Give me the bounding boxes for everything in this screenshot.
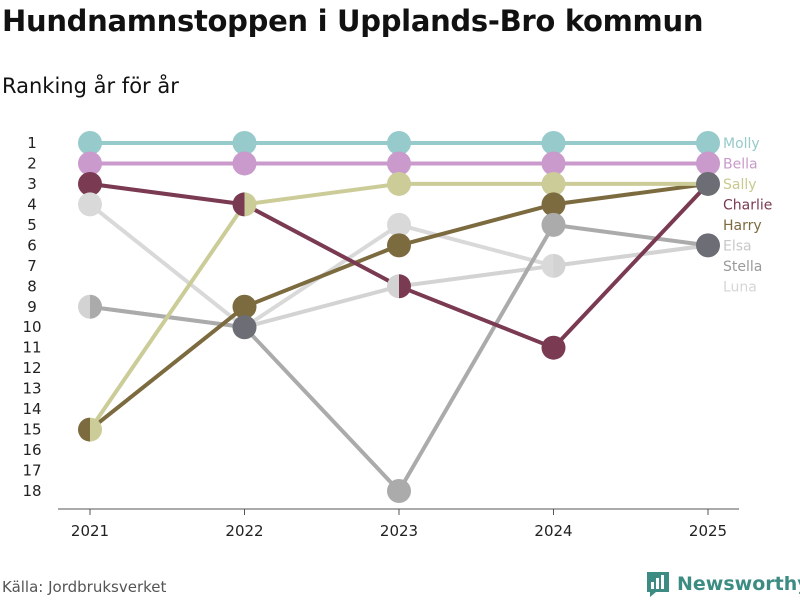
marker-harry: [78, 417, 90, 442]
end-label-harry: Harry: [723, 218, 762, 234]
x-tick-label: 2024: [534, 522, 572, 540]
marker-elsa: [90, 294, 102, 319]
marker-bella: [78, 151, 102, 176]
marker-elsa: [387, 479, 411, 503]
chart-title: Hundnamnstoppen i Upplands-Bro kommun: [2, 4, 704, 38]
marker-luna: [541, 253, 554, 278]
marker-sally: [541, 171, 566, 196]
marker-overlap: [232, 315, 257, 340]
marker-molly: [387, 131, 411, 155]
x-axis: 2021 2022 2023 2024 2025: [58, 508, 739, 540]
y-tick-label: 8: [27, 277, 37, 295]
brand-logo: Newsworthy: [645, 570, 800, 598]
y-tick-label: 9: [27, 298, 37, 316]
end-label-molly: Molly: [723, 136, 760, 152]
series-markers: [78, 131, 720, 503]
marker-bella: [541, 151, 566, 176]
y-tick-label: 7: [27, 257, 37, 275]
end-label-elsa: Elsa: [723, 239, 752, 255]
y-tick-label: 17: [22, 462, 41, 480]
end-label-bella: Bella: [723, 157, 758, 173]
marker-bella: [232, 151, 257, 176]
x-tick-label: 2021: [71, 522, 109, 540]
marker-harry: [541, 192, 566, 217]
y-tick-label: 11: [22, 339, 41, 357]
end-label-charlie: Charlie: [723, 198, 772, 214]
marker-sally: [244, 192, 257, 217]
marker-sally: [90, 417, 102, 442]
source-note: Källa: Jordbruksverket: [2, 578, 167, 596]
marker-molly: [541, 131, 566, 155]
marker-molly: [78, 131, 102, 155]
marker-molly: [232, 131, 257, 155]
marker-stella: [78, 294, 90, 319]
y-tick-label: 16: [22, 441, 41, 459]
marker-stella: [387, 274, 399, 299]
x-tick-label: 2023: [380, 522, 418, 540]
marker-harry: [232, 294, 257, 319]
marker-charlie: [399, 274, 411, 299]
marker-molly: [696, 131, 720, 155]
y-tick-label: 3: [27, 175, 37, 193]
brand-name: Newsworthy: [677, 573, 800, 595]
marker-stella: [553, 253, 566, 278]
y-tick-label: 15: [22, 421, 41, 439]
marker-charlie: [541, 335, 566, 360]
y-tick-label: 5: [27, 216, 37, 234]
marker-bella: [696, 151, 720, 176]
marker-luna: [78, 192, 102, 217]
x-tick-label: 2022: [225, 522, 263, 540]
y-tick-label: 4: [27, 195, 37, 213]
y-tick-label: 10: [22, 318, 41, 336]
end-label-luna: Luna: [723, 280, 757, 296]
marker-sally: [387, 171, 411, 196]
y-tick-label: 6: [27, 236, 37, 254]
series-line-charlie: [88, 181, 710, 350]
end-label-sally: Sally: [723, 177, 757, 193]
y-tick-label: 18: [22, 482, 41, 500]
marker-charlie: [232, 192, 245, 217]
y-tick-label: 14: [22, 400, 41, 418]
marker-overlap: [696, 171, 720, 196]
marker-overlap: [696, 233, 720, 258]
y-tick-label: 13: [22, 380, 41, 398]
newsworthy-logo-icon: [647, 572, 669, 597]
marker-harry: [387, 233, 411, 258]
y-tick-label: 2: [27, 154, 37, 172]
x-tick-label: 2025: [689, 522, 727, 540]
marker-elsa: [541, 212, 566, 237]
chart-subtitle: Ranking år för år: [2, 74, 179, 98]
y-tick-label: 12: [22, 359, 41, 377]
marker-luna: [387, 212, 411, 237]
end-labels: Molly Bella Sally Charlie Harry Elsa Stella Lun…: [723, 136, 772, 296]
marker-charlie: [78, 171, 102, 196]
y-tick-label: 1: [27, 134, 37, 152]
end-label-stella: Stella: [723, 259, 762, 275]
marker-bella: [387, 151, 411, 176]
